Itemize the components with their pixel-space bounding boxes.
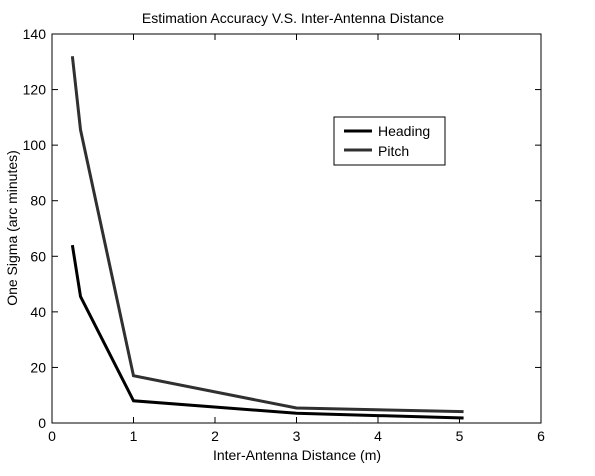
x-tick-label: 5	[456, 428, 464, 444]
x-tick-label: 0	[48, 428, 56, 444]
y-tick-label: 140	[23, 26, 47, 42]
chart-title: Estimation Accuracy V.S. Inter-Antenna D…	[142, 10, 444, 26]
x-axis-label: Inter-Antenna Distance (m)	[213, 447, 381, 463]
series-line-pitch	[70, 56, 464, 414]
x-tick-label: 3	[293, 428, 301, 444]
legend-box	[333, 116, 446, 166]
y-tick-label: 80	[30, 193, 46, 209]
y-axis-ticks: 0 20 40 60 80 100 120 140	[23, 26, 541, 431]
series-line-heading	[70, 244, 464, 420]
x-tick-label: 6	[537, 428, 545, 444]
x-tick-label: 2	[211, 428, 219, 444]
y-tick-label: 0	[38, 415, 46, 431]
y-tick-label: 100	[23, 137, 47, 153]
y-tick-label: 60	[30, 248, 46, 264]
legend-label-pitch: Pitch	[378, 143, 409, 159]
y-tick-label: 120	[23, 82, 47, 98]
x-tick-label: 1	[130, 428, 138, 444]
legend-label-heading: Heading	[378, 123, 430, 139]
y-tick-label: 20	[30, 359, 46, 375]
legend: Heading Pitch	[333, 116, 446, 166]
y-tick-label: 40	[30, 304, 46, 320]
series-layer	[70, 56, 464, 420]
x-tick-label: 4	[374, 428, 382, 444]
plot-area	[51, 33, 542, 424]
y-axis-label: One Sigma (arc minutes)	[4, 150, 20, 306]
